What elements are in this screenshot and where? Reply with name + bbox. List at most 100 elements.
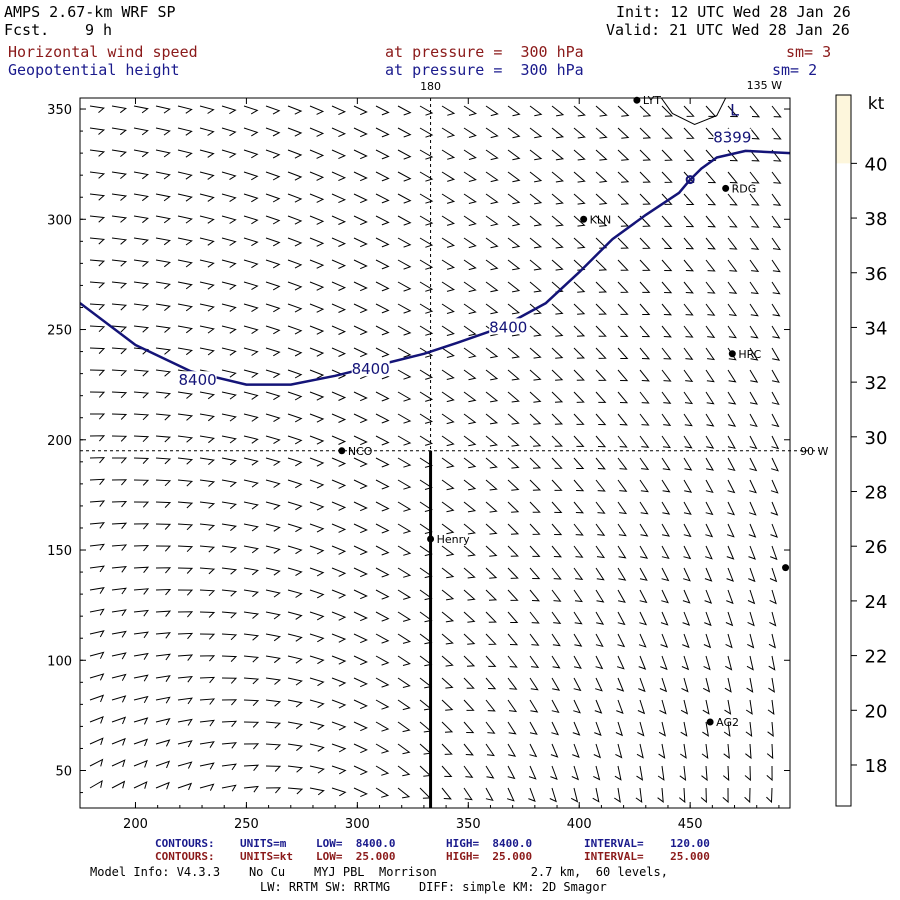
wind-barb	[573, 501, 584, 514]
wind-barb	[221, 193, 237, 203]
wind-barb	[419, 787, 432, 799]
wind-barb	[177, 303, 193, 312]
wind-barb	[221, 567, 238, 575]
wind-barb	[702, 677, 711, 693]
wind-barb	[265, 501, 281, 510]
wind-barb	[749, 127, 760, 140]
station-label-hrc: HRC	[738, 348, 761, 361]
wind-barb	[639, 215, 651, 227]
wind-barb	[155, 501, 172, 508]
contours-title-m: CONTOURS:	[155, 837, 215, 850]
wind-barb	[595, 281, 608, 293]
wind-barb	[595, 479, 606, 492]
wind-barb	[133, 652, 149, 660]
wind-barb	[727, 215, 738, 228]
wind-barb	[331, 611, 347, 621]
wind-barb	[705, 391, 715, 405]
wind-barbs	[89, 105, 782, 804]
wind-barb	[595, 347, 607, 359]
wind-barb	[419, 743, 432, 755]
wind-barb	[265, 413, 281, 423]
wind-barb	[111, 325, 128, 333]
wind-barb	[463, 567, 476, 579]
wind-barb	[243, 237, 259, 247]
colorbar-frame	[835, 94, 852, 807]
wind-barb	[507, 435, 520, 447]
wind-barb	[749, 171, 760, 184]
wind-barb	[682, 633, 690, 649]
wind-barb	[199, 567, 216, 575]
wind-barb	[659, 699, 667, 715]
low-marker: L	[730, 101, 739, 120]
wind-barb	[617, 171, 630, 183]
wind-barb	[243, 171, 259, 181]
wind-barb	[661, 523, 670, 537]
wind-barb	[89, 758, 104, 767]
wind-barb	[353, 347, 368, 358]
wind-barb	[353, 765, 368, 776]
wind-barb	[705, 325, 716, 339]
x-tick-label: 200	[123, 817, 148, 832]
wind-barb	[133, 259, 150, 267]
colorbar-tick-label: 32	[865, 373, 888, 394]
wind-barb	[617, 193, 630, 205]
wind-barb	[683, 435, 693, 449]
wind-barb	[287, 303, 303, 313]
wind-barb	[331, 193, 347, 204]
wind-barb	[375, 457, 390, 468]
x-tick-label: 450	[678, 817, 703, 832]
wind-barb	[661, 479, 671, 493]
wind-barb	[221, 259, 237, 268]
wind-barb	[529, 435, 542, 447]
wind-barb	[573, 567, 584, 581]
wind-barb	[265, 633, 282, 642]
wind-barb	[265, 589, 281, 598]
wind-barb	[573, 611, 583, 625]
wind-barb	[265, 435, 281, 445]
wind-barb	[353, 523, 368, 534]
wind-barb	[617, 457, 628, 470]
wind-barb	[287, 611, 303, 620]
meridian-label-135w: 135 W	[747, 79, 782, 92]
wind-barb	[287, 721, 303, 730]
wind-barb	[243, 149, 259, 159]
wind-barb	[507, 347, 520, 359]
wind-barb	[309, 347, 325, 357]
stations: NCO Henry KLN RDG HRC AG2 LYT	[338, 94, 790, 729]
wind-barb	[573, 193, 586, 205]
wind-barb	[287, 545, 303, 555]
field2-level: at pressure = 300 hPa	[385, 61, 584, 79]
wind-barb	[595, 149, 608, 161]
wind-barb	[199, 698, 216, 705]
wind-barb	[331, 677, 347, 687]
wind-barb	[485, 303, 499, 315]
wind-barb	[265, 369, 281, 379]
colorbar: kt 18 20 22 24 26 28 30 32 34 36 38 40	[835, 94, 888, 807]
wind-barb	[353, 435, 368, 446]
wind-barb	[287, 347, 303, 357]
wind-barb	[507, 105, 521, 117]
wind-barb	[243, 369, 259, 378]
wind-barb	[749, 391, 758, 405]
wind-barb	[331, 281, 347, 291]
wind-barb	[485, 479, 498, 491]
wind-barb	[243, 501, 259, 510]
wind-barb	[661, 457, 671, 471]
wind-barb	[507, 303, 521, 315]
station-dot	[580, 215, 588, 223]
wind-barb	[89, 149, 106, 157]
wind-barb	[177, 259, 193, 268]
wind-barb	[287, 743, 303, 751]
wind-barb	[353, 743, 368, 754]
wind-barb	[507, 391, 520, 403]
wind-barb	[551, 193, 564, 205]
wind-barb	[331, 479, 347, 489]
wind-barb	[529, 171, 543, 183]
wind-barb	[551, 347, 564, 359]
wind-barb	[397, 611, 412, 622]
wind-barb	[133, 347, 150, 355]
wind-barb	[771, 127, 782, 140]
wind-barb	[375, 281, 390, 292]
wind-barb	[571, 765, 580, 781]
contours-interval-kt: INTERVAL= 25.000	[584, 850, 710, 863]
